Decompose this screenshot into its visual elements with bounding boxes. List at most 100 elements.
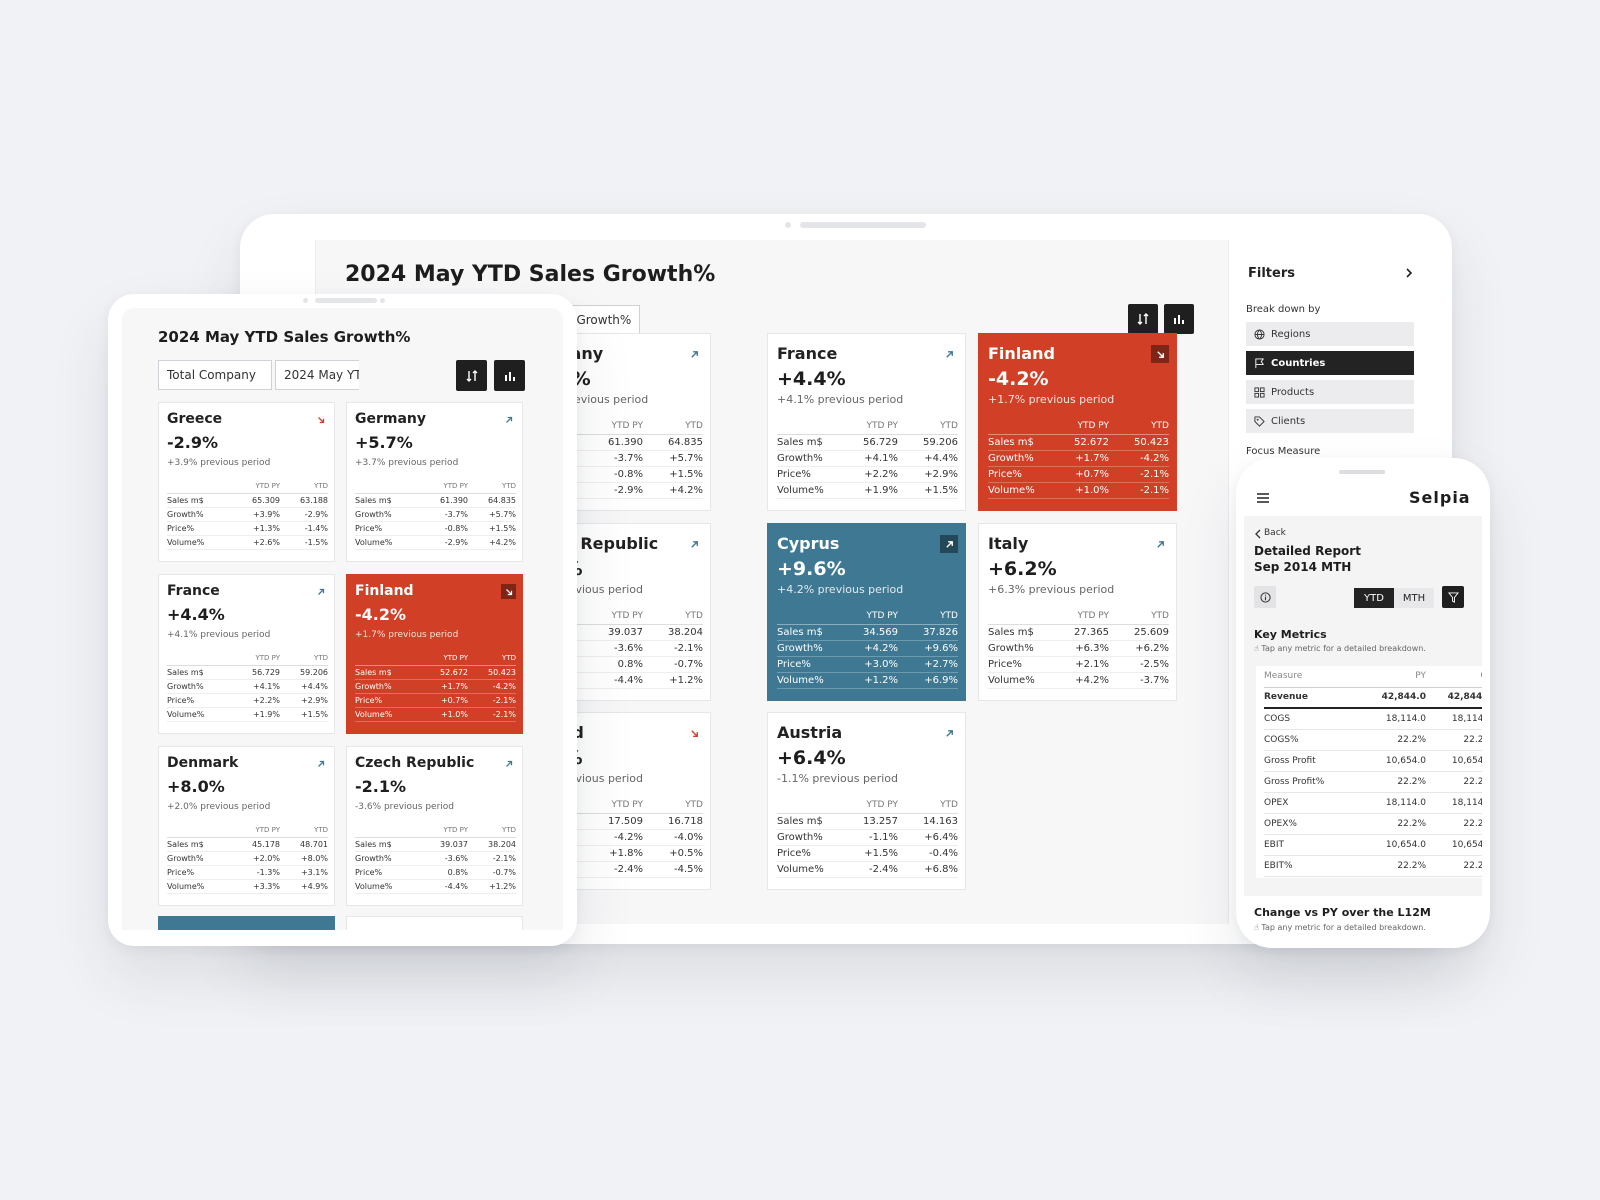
chevron-right-icon[interactable] [1403,267,1415,279]
growth-value: +9.6% [777,558,846,580]
country-card[interactable]: Austria +6.4% -1.1% previous period YTD PY Y… [767,712,966,890]
country-card[interactable]: Czech Republic -2.1% -3.6% previous period… [346,746,523,906]
metric-row[interactable]: COGS%22.2%22.2% [1264,729,1482,751]
sort-button[interactable] [456,360,487,391]
arrow-down-right-icon [505,588,512,595]
table-row: Price% +2.1% -2.5% [988,656,1169,673]
ytd-value: -4.2% [1109,450,1169,467]
col-header-cy: CY [1426,666,1482,688]
ytd-py-value: 56.729 [231,665,280,680]
row-label: Growth% [988,640,1058,657]
col-header-ytd: YTD [898,418,958,435]
row-label: Sales m$ [355,493,420,508]
info-button[interactable] [1254,586,1276,608]
ytd-value: +1.5% [898,482,958,499]
phone-content: Back Detailed Report Sep 2014 MTH YTD MT… [1244,516,1482,896]
ytd-py-value: 39.037 [591,624,643,641]
ytd-value: +8.0% [280,851,328,866]
country-card[interactable]: France +4.4% +4.1% previous period YTD PY YT… [767,333,966,511]
table-row: Growth% +2.0% +8.0% [167,851,328,866]
ytd-py-value: -3.6% [591,640,643,657]
ytd-py-value: 61.390 [419,493,468,508]
filter-button[interactable] [1442,586,1464,608]
toggle-mth[interactable]: MTH [1402,592,1426,604]
col-header-ytd: YTD [643,418,703,435]
period-toggle[interactable]: YTD MTH [1354,588,1434,608]
filter-option-clients[interactable]: Clients [1246,409,1414,433]
table-row: Sales m$ 65.309 63.188 [167,493,328,508]
growth-value: -2.1% [355,777,407,796]
metrics-table: YTD PY YTD Sales m$ 45.178 48.701 Growth% +2.0… [167,823,328,894]
row-label: Price% [988,466,1058,483]
period-selector[interactable]: 2024 May YT [275,360,359,390]
ytd-py-value: 56.729 [846,434,898,451]
row-label: Sales m$ [355,665,420,680]
ytd-value: +3.1% [280,865,328,880]
sort-button[interactable] [1128,304,1158,334]
change-title: Change vs PY over the L12M [1254,906,1431,919]
ytd-value: -2.1% [468,851,516,866]
ytd-py-value: 0.8% [591,656,643,673]
country-name: Finland [988,344,1055,363]
ytd-py-value: +4.2% [846,640,898,657]
country-card[interactable]: Cyprus +9.6% +4.2% previous period YTD PY YT… [767,523,966,701]
chevron-left-icon[interactable] [1254,529,1262,539]
table-row: Sales m$ 13.257 14.163 [777,813,958,830]
filter-option-countries[interactable]: Countries [1246,351,1414,375]
country-card[interactable]: Italy +6.2% +6.3% previous period YTD PY YTD… [978,523,1177,701]
scope-selector[interactable]: Total Company [158,360,272,390]
table-row: Growth% +1.7% -4.2% [988,450,1169,467]
metrics-table: YTD PY YTD Sales m$ 65.309 63.188 Growth% +3.9… [167,479,328,550]
trend-indicator [313,584,328,599]
metric-row[interactable]: EBIT%22.2%22.2% [1264,855,1482,877]
filter-option-products[interactable]: Products [1246,380,1414,404]
chart-view-button[interactable] [494,360,525,391]
ytd-py-value: 39.037 [419,837,468,852]
ytd-value: 48.701 [280,837,328,852]
phone-notch [1339,470,1385,474]
filter-option-regions[interactable]: Regions [1246,322,1414,346]
metric-row[interactable]: OPEX%22.2%22.2% [1264,813,1482,835]
table-row: Growth%-3.7%+5.7% [355,507,516,522]
country-card[interactable]: France +4.4% +4.1% previous period YTD PY YT… [158,574,335,734]
col-header-ytd: YTD [1109,608,1169,625]
country-card[interactable]: Finland -4.2% +1.7% previous period YTD PY Y… [346,574,523,734]
toggle-ytd[interactable]: YTD [1354,588,1394,608]
country-card[interactable]: Denmark +8.0% +2.0% previous period YTD PY Y… [158,746,335,906]
trend-indicator [685,724,703,742]
growth-value: -4.2% [988,368,1049,390]
back-link[interactable]: Back [1264,528,1286,538]
row-label: Volume% [355,879,420,894]
row-label: Sales m$ [777,813,847,830]
ytd-value: -2.9% [280,507,328,522]
metric-row[interactable]: Gross Profit%22.2%22.2% [1264,771,1482,793]
hamburger-menu-icon[interactable] [1256,492,1270,504]
table-row: Growth% -1.1% +6.4% [777,829,958,846]
py-value: 42,844.0 [1357,687,1426,709]
metric-label: Revenue [1264,687,1358,709]
arrow-up-right-icon [945,540,953,548]
row-label: Volume% [988,672,1058,689]
ytd-py-value: -2.4% [846,861,898,878]
country-card[interactable]: Finland -4.2% +1.7% previous period YTD PY Y… [978,333,1177,511]
ytd-py-value: +1.0% [1057,482,1109,499]
chart-view-button[interactable] [1164,304,1194,334]
ytd-py-value: +3.9% [231,507,280,522]
table-row: Price% +1.3% -1.4% [167,521,328,536]
growth-value: -2.9% [167,433,219,452]
ytd-py-value: +1.9% [846,482,898,499]
country-card[interactable]: Greece -2.9% +3.9% previous period YTD PY YT… [158,402,335,562]
cy-value: 10,654.0 [1426,750,1482,772]
ytd-value: -0.7% [643,656,703,673]
py-value: 22.2% [1357,813,1426,835]
trend-indicator [940,724,958,742]
next-card-peek-blue [158,916,335,930]
